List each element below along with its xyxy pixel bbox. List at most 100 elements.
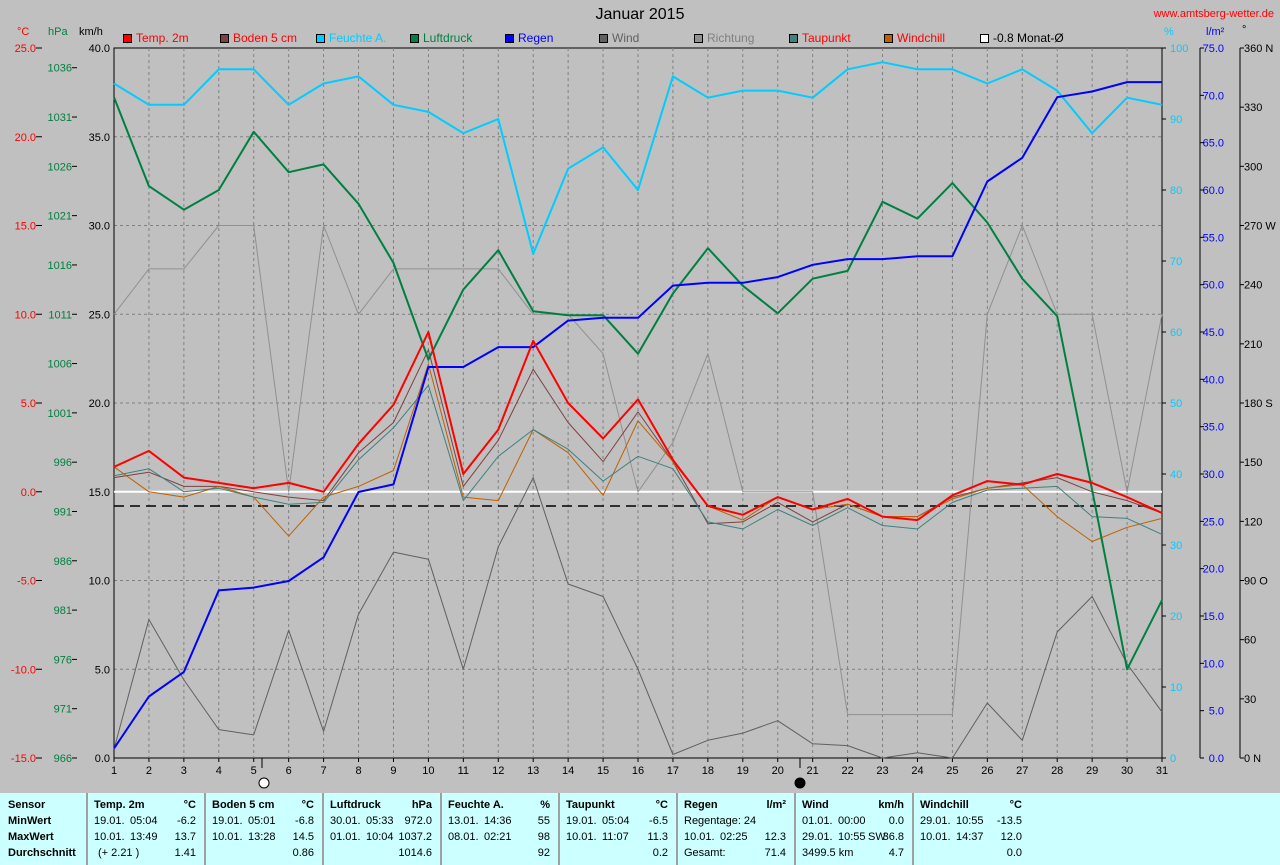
tick-label-temp: -10.0 — [11, 664, 36, 676]
tick-label-day: 2 — [146, 765, 152, 777]
new-moon-icon — [794, 777, 806, 789]
tick-label-wind: 20.0 — [89, 398, 110, 410]
stats-max-value: 98 — [537, 831, 550, 843]
stats-avg-value: 1014.6 — [398, 847, 432, 859]
tick-label-rain: 30.0 — [1203, 469, 1224, 481]
stats-min-value: -13.5 — [996, 815, 1022, 827]
stats-min-value: -6.5 — [649, 815, 668, 827]
tick-label-temp: 15.0 — [15, 221, 36, 233]
stats-unit: l/m² — [766, 799, 786, 811]
tick-label-direction: 120 — [1244, 516, 1262, 528]
unit-temp: °C — [17, 26, 30, 38]
stats-min-time: 05:01 — [248, 815, 276, 827]
series-line-feuchte-a- — [113, 61, 1163, 255]
tick-label-pressure: 991 — [54, 506, 72, 518]
tick-label-pressure: 981 — [54, 605, 72, 617]
stats-min-time: 05:04 — [130, 815, 158, 827]
website-link[interactable]: www.amtsberg-wetter.de — [1153, 8, 1274, 20]
legend-item: Feuchte A. — [316, 30, 386, 46]
tick-label-pressure: 1031 — [48, 112, 72, 124]
legend-swatch — [789, 33, 798, 43]
stats-title: Taupunkt — [566, 799, 615, 811]
stats-max-date: 29.01. — [802, 831, 833, 843]
tick-label-rain: 35.0 — [1203, 422, 1224, 434]
tick-label-direction: 60 — [1244, 635, 1256, 647]
tick-label-day: 23 — [876, 765, 888, 777]
tick-label-rain: 25.0 — [1203, 516, 1224, 528]
legend-swatch — [316, 33, 325, 43]
tick-label-day: 25 — [946, 765, 958, 777]
series-line-richtung — [113, 225, 1163, 716]
stats-min-date: 13.01. — [448, 815, 479, 827]
tick-label-day: 9 — [390, 765, 396, 777]
tick-label-day: 6 — [286, 765, 292, 777]
stats-title: Boden 5 cm — [212, 799, 275, 811]
tick-label-day: 14 — [562, 765, 574, 777]
tick-label-direction: 300 — [1244, 161, 1262, 173]
tick-label-direction: 240 — [1244, 280, 1262, 292]
stats-max-value: 12.3 — [764, 831, 786, 843]
tick-label-pressure: 1036 — [48, 63, 72, 75]
legend-swatch — [884, 33, 893, 43]
legend-label: Taupunkt — [802, 31, 851, 45]
stats-title: Wind — [802, 799, 829, 811]
stats-unit: °C — [183, 799, 196, 811]
tick-label-humidity: 70 — [1170, 256, 1182, 268]
tick-label-day: 19 — [737, 765, 749, 777]
series-line-luftdruck — [113, 96, 1163, 671]
stats-avg-value: 0.2 — [652, 847, 668, 859]
tick-label-day: 13 — [527, 765, 539, 777]
series-line-windchill — [113, 363, 1163, 542]
legend-label: Luftdruck — [423, 31, 473, 45]
legend-swatch — [410, 33, 419, 43]
stats-col-windchill: Windchill °C 29.01. 10:55 -13.5 10.01. 14:37… — [914, 793, 1032, 865]
stats-title: Windchill — [920, 799, 969, 811]
tick-label-day: 28 — [1051, 765, 1063, 777]
unit-hpa: hPa — [48, 26, 68, 38]
tick-label-day: 24 — [911, 765, 923, 777]
stats-max-value: 13.7 — [174, 831, 196, 843]
tick-label-direction: 360 N — [1244, 43, 1273, 55]
stats-max-time: 10:04 — [366, 831, 394, 843]
tick-label-day: 10 — [422, 765, 434, 777]
tick-label-day: 29 — [1086, 765, 1098, 777]
chart-title: Januar 2015 — [595, 6, 685, 23]
stats-max-value: 12.0 — [1000, 831, 1022, 843]
tick-label-wind: 30.0 — [89, 221, 110, 233]
tick-label-direction: 0 N — [1244, 753, 1261, 765]
tick-label-wind: 0.0 — [95, 753, 110, 765]
stats-max-date: 08.01. — [448, 831, 479, 843]
legend-swatch — [980, 33, 989, 43]
tick-label-rain: 10.0 — [1203, 658, 1224, 670]
stats-avg-value: 0.86 — [292, 847, 314, 859]
tick-label-wind: 35.0 — [89, 132, 110, 144]
stats-max-time: 14:37 — [956, 831, 984, 843]
stats-avg-value: 0.0 — [1006, 847, 1022, 859]
legend-item: Windchill — [884, 30, 945, 46]
stats-max-date: 10.01. — [684, 831, 715, 843]
stats-total-value: 71.4 — [764, 847, 786, 859]
stats-min-value: -6.2 — [177, 815, 196, 827]
stats-unit: °C — [1009, 799, 1022, 811]
legend-label: Temp. 2m — [136, 31, 189, 45]
tick-label-day: 18 — [702, 765, 714, 777]
tick-label-pressure: 986 — [54, 556, 72, 568]
legend-item: Regen — [505, 30, 553, 46]
stats-col-temp: Temp. 2m °C 19.01. 05:04 -6.2 10.01. 13:49 13… — [88, 793, 206, 865]
tick-label-day: 21 — [807, 765, 819, 777]
tick-label-rain: 0.0 — [1209, 753, 1224, 765]
stats-max-time: 13:28 — [248, 831, 276, 843]
tick-label-rain: 75.0 — [1203, 43, 1224, 55]
stats-col-sensor: Sensor MinWert MaxWert Durchschnitt — [0, 793, 88, 865]
tick-label-wind: 5.0 — [95, 664, 110, 676]
stats-col-regen: Regen l/m² Regentage: 24 10.01. 02:25 12.3 … — [678, 793, 796, 865]
tick-label-pressure: 971 — [54, 704, 72, 716]
tick-label-day: 30 — [1121, 765, 1133, 777]
tick-label-humidity: 90 — [1170, 114, 1182, 126]
full-moon-icon — [258, 777, 270, 789]
legend-swatch — [505, 33, 514, 43]
tick-label-humidity: 80 — [1170, 185, 1182, 197]
stats-min-date: 19.01. — [566, 815, 597, 827]
stats-min-time: 14:36 — [484, 815, 512, 827]
stats-title: Regen — [684, 799, 718, 811]
